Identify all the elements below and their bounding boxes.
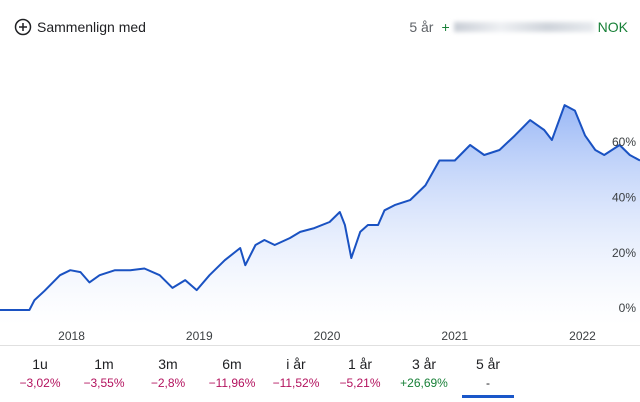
tab-change: −3,55% bbox=[83, 376, 125, 390]
header: Sammenlign med 5 år + NOK bbox=[0, 0, 640, 50]
period-tab[interactable]: 5 år - bbox=[456, 346, 520, 402]
sign: + bbox=[441, 19, 450, 35]
tab-period: 6m bbox=[222, 356, 242, 372]
currency: NOK bbox=[597, 19, 628, 35]
compare-label: Sammenlign med bbox=[37, 19, 146, 35]
period-tab[interactable]: 1u −3,02% bbox=[8, 346, 72, 402]
tab-change: −11,52% bbox=[272, 376, 320, 390]
x-tick-label: 2018 bbox=[58, 329, 85, 343]
tab-change: - bbox=[486, 376, 490, 390]
y-tick-label: 40% bbox=[612, 190, 636, 204]
tab-change: −3,02% bbox=[19, 376, 61, 390]
tab-period: 5 år bbox=[475, 356, 501, 372]
tab-change: −2,8% bbox=[150, 376, 186, 390]
period-tab[interactable]: 3 år +26,69% bbox=[392, 346, 456, 402]
tab-period: 3m bbox=[158, 356, 178, 372]
blurred-value bbox=[453, 22, 594, 32]
tab-period: 1 år bbox=[347, 356, 373, 372]
period-tab[interactable]: i år −11,52% bbox=[264, 346, 328, 402]
y-tick-label: 0% bbox=[619, 301, 637, 315]
compare-button[interactable]: Sammenlign med bbox=[14, 18, 146, 36]
chart: 0% 20% 40% 60% 2018 2019 2020 2021 2022 bbox=[0, 104, 640, 343]
x-tick-label: 2020 bbox=[314, 329, 341, 343]
price-line bbox=[0, 104, 640, 311]
period-tab[interactable]: 1 år −5,21% bbox=[328, 346, 392, 402]
period-tab[interactable]: 6m −11,96% bbox=[200, 346, 264, 402]
tab-change: −5,21% bbox=[339, 376, 381, 390]
x-tick-label: 2022 bbox=[569, 329, 596, 343]
y-tick-label: 60% bbox=[612, 135, 636, 149]
range-summary: 5 år + NOK bbox=[409, 19, 628, 35]
tab-period: i år bbox=[286, 356, 306, 372]
x-tick-label: 2021 bbox=[441, 329, 468, 343]
tab-change: +26,69% bbox=[400, 376, 448, 390]
x-tick-label: 2019 bbox=[186, 329, 213, 343]
tab-period: 3 år bbox=[411, 356, 437, 372]
y-tick-label: 20% bbox=[612, 246, 636, 260]
area bbox=[0, 105, 640, 325]
period-tab[interactable]: 1m −3,55% bbox=[72, 346, 136, 402]
tab-period: 1m bbox=[94, 356, 114, 372]
tab-change: −11,96% bbox=[208, 376, 256, 390]
tab-period: 1u bbox=[32, 356, 48, 372]
plus-icon bbox=[14, 18, 32, 36]
period: 5 år bbox=[409, 19, 434, 35]
period-tab[interactable]: 3m −2,8% bbox=[136, 346, 200, 402]
period-tabs: 1u −3,02% 1m −3,55% 3m −2,8% 6m −11,96% i år −11,… bbox=[0, 345, 640, 402]
